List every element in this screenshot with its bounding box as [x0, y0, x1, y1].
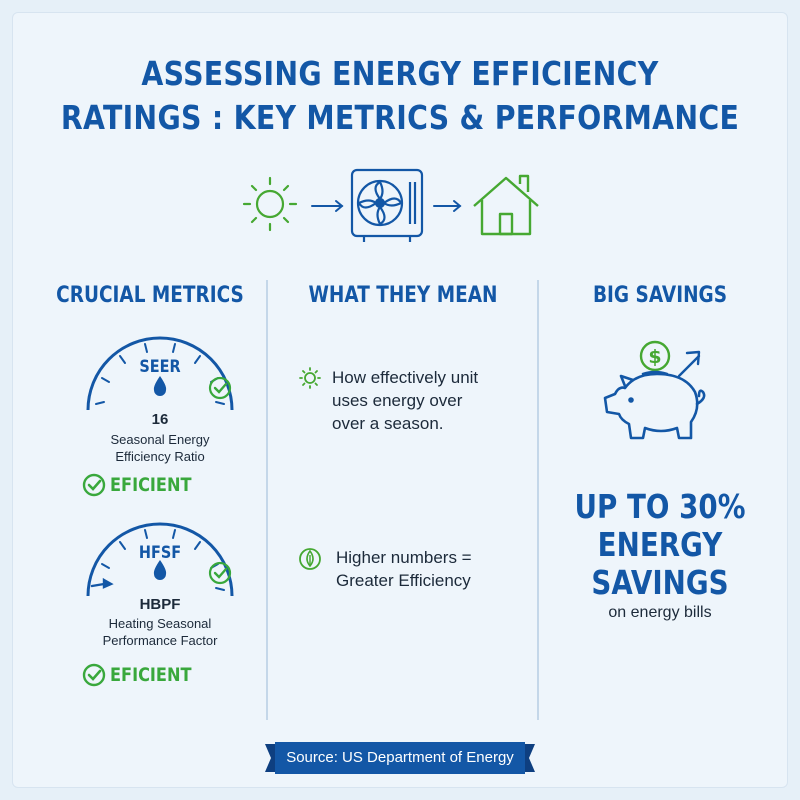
dollar-coin-icon: $ [639, 340, 671, 372]
column-divider [537, 280, 539, 720]
check-icon [208, 376, 232, 400]
meaning-text-line: Greater Efficiency [336, 571, 471, 590]
status-text: EFICIENT [110, 474, 192, 496]
title-line-1: ASSESSING ENERGY EFFICIENCY [141, 54, 659, 93]
arrow-right-icon [311, 200, 344, 212]
status-text: EFICIENT [110, 664, 192, 686]
savings-subtitle: on energy bills [608, 604, 712, 621]
drop-icon [153, 376, 167, 396]
check-icon [208, 561, 232, 585]
metric-value-seer: 16 [151, 411, 169, 428]
leaf-icon [299, 548, 321, 570]
column-title-savings: BIG SAVINGS [592, 283, 728, 308]
savings-line: SAVINGS [591, 563, 729, 602]
meaning-text-line: How effectively unit [332, 368, 479, 387]
status-badge-seer: EFICIENT [82, 472, 206, 498]
savings-line: UP TO 30% [574, 487, 746, 526]
hero-illustration [242, 168, 539, 242]
infographic-frame [12, 12, 788, 788]
metric-desc-hbpf: Heating Seasonal Performance Factor [60, 615, 260, 649]
metric-desc-line: Heating Seasonal [108, 616, 212, 631]
meaning-text-line: over a season. [332, 414, 444, 433]
source-banner: Source: US Department of Energy [265, 742, 535, 774]
meaning-text-line: uses energy over [332, 391, 463, 410]
status-badge-hbpf: EFICIENT [82, 662, 206, 688]
page-title: ASSESSING ENERGY EFFICIENCY RATINGS : KE… [56, 52, 744, 140]
meaning-item-seer: How effectively unit uses energy over ov… [296, 366, 526, 435]
drop-icon [153, 560, 167, 580]
title-line-2: RATINGS : KEY METRICS & PERFORMANCE [60, 98, 740, 137]
metric-desc-line: Performance Factor [102, 633, 218, 648]
gauge-label-hfsf: HFSF [138, 543, 182, 563]
svg-text:$: $ [648, 346, 661, 368]
column-divider [266, 280, 268, 720]
house-icon [473, 174, 539, 236]
check-icon [82, 663, 106, 687]
piggy-bank-icon: $ [603, 340, 706, 440]
column-title-meaning: WHAT THEY MEAN [308, 283, 498, 308]
source-text: Source: US Department of Energy [286, 749, 514, 766]
sun-icon [242, 176, 298, 232]
metric-desc-line: Seasonal Energy [110, 432, 210, 447]
gauge-needle [90, 577, 114, 589]
savings-headline: UP TO 30% ENERGY SAVINGS [559, 488, 761, 602]
metric-value-hbpf: HBPF [139, 596, 181, 613]
sun-icon [299, 367, 321, 389]
heat-pump-unit-icon [350, 168, 424, 242]
ribbon-shape [265, 742, 535, 774]
column-title-metrics: CRUCIAL METRICS [56, 283, 244, 308]
growth-arrow-icon [677, 350, 701, 378]
check-icon [82, 473, 106, 497]
arrow-right-icon [433, 200, 462, 212]
savings-line: ENERGY [597, 525, 723, 564]
gauge-label-seer: SEER [139, 357, 181, 377]
meaning-item-numbers: Higher numbers = Greater Efficiency [296, 546, 526, 592]
metric-desc-line: Efficiency Ratio [115, 449, 205, 464]
metric-desc-seer: Seasonal Energy Efficiency Ratio [60, 431, 260, 465]
meaning-text-line: Higher numbers = [336, 548, 472, 567]
